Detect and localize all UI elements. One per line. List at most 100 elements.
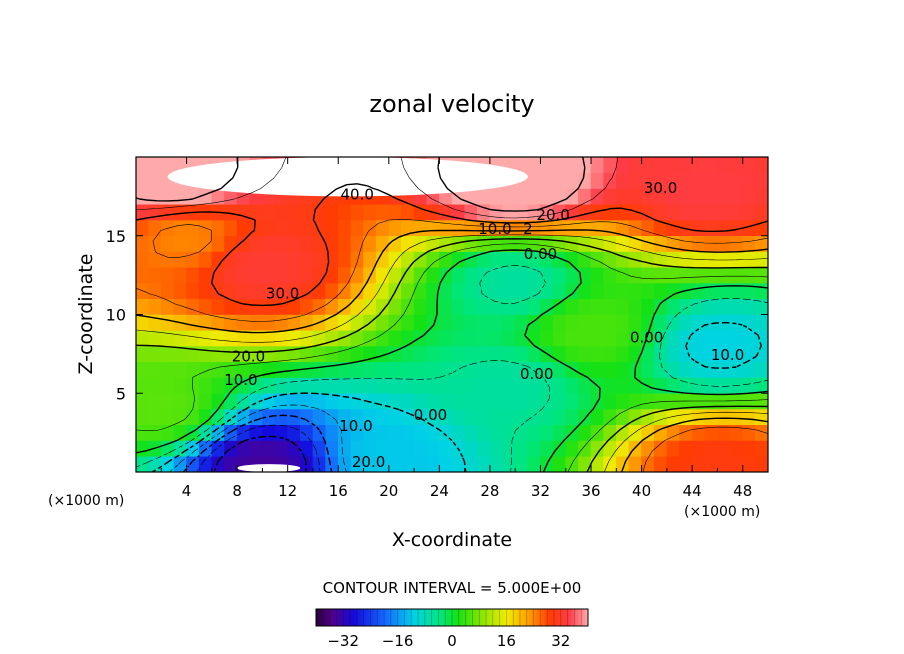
- field-cell: [691, 188, 706, 205]
- field-cell: [363, 361, 377, 378]
- field-cell: [211, 455, 225, 472]
- field-cell: [388, 345, 402, 363]
- field-cell: [198, 455, 213, 472]
- field-cell: [729, 203, 744, 221]
- field-cell: [388, 251, 402, 268]
- field-cell: [198, 392, 213, 410]
- field-cell: [565, 172, 579, 189]
- field-cell: [401, 282, 415, 300]
- field-cell: [641, 282, 655, 300]
- field-cell: [224, 251, 238, 268]
- field-cell: [755, 377, 768, 394]
- contour-line: [196, 424, 321, 472]
- field-cell: [514, 455, 529, 472]
- field-cell: [464, 266, 478, 284]
- field-cell: [489, 314, 503, 331]
- field-cell: [426, 266, 440, 284]
- field-cell: [186, 455, 200, 472]
- field-cell: [755, 157, 768, 174]
- field-cell: [426, 219, 440, 237]
- field-cell: [426, 392, 440, 410]
- field-cell: [236, 203, 251, 221]
- field-cell: [616, 172, 630, 189]
- field-cell: [755, 266, 768, 284]
- field-cell: [350, 282, 364, 300]
- field-cell: [300, 361, 314, 378]
- field-cell: [679, 235, 693, 252]
- field-cell: [755, 392, 768, 410]
- field-cell: [451, 203, 465, 221]
- field-cell: [300, 203, 314, 221]
- field-cell: [514, 266, 529, 284]
- field-cell: [616, 298, 630, 315]
- field-cell: [704, 251, 718, 268]
- field-cell: [262, 440, 276, 457]
- field-cell: [300, 282, 314, 300]
- field-cell: [413, 361, 428, 378]
- field-cell: [363, 440, 377, 457]
- field-cell: [148, 408, 162, 426]
- field-cell: [350, 424, 364, 441]
- field-cell: [578, 392, 592, 410]
- field-cell: [413, 314, 428, 331]
- contour-line: [136, 249, 768, 472]
- field-cell: [426, 361, 440, 378]
- field-cell: [337, 377, 352, 394]
- field-cell: [489, 345, 503, 363]
- field-cell: [464, 314, 478, 331]
- field-cell: [287, 203, 301, 221]
- field-cell: [552, 408, 567, 426]
- field-cell: [224, 392, 238, 410]
- field-cell: [603, 392, 617, 410]
- field-cell: [136, 361, 149, 378]
- field-cell: [401, 408, 415, 426]
- field-cell: [476, 361, 491, 378]
- field-cell: [742, 157, 756, 174]
- field-cell: [388, 440, 402, 457]
- x-axis-label: X-coordinate: [392, 529, 512, 551]
- field-cell: [628, 345, 642, 363]
- field-cell: [616, 329, 630, 347]
- contour-label: 10.0: [224, 371, 257, 389]
- contour-label: 0.00: [524, 245, 557, 263]
- field-cell: [401, 314, 415, 331]
- field-cell: [198, 440, 213, 457]
- field-cell: [439, 203, 453, 221]
- field-cell: [742, 361, 756, 378]
- field-cell: [476, 251, 491, 268]
- field-cell: [489, 392, 503, 410]
- field-cell: [173, 298, 187, 315]
- field-cell: [527, 157, 541, 174]
- contour-label: 10.0: [711, 346, 744, 364]
- field-cell: [300, 377, 314, 394]
- field-cell: [325, 282, 339, 300]
- contour-line: [213, 435, 307, 472]
- field-cell: [590, 361, 604, 378]
- field-cell: [300, 408, 314, 426]
- field-cell: [173, 329, 187, 347]
- field-cell: [578, 329, 592, 347]
- field-cell: [590, 408, 604, 426]
- field-cell: [742, 377, 756, 394]
- field-cell: [224, 314, 238, 331]
- field-cell: [439, 361, 453, 378]
- field-cell: [439, 219, 453, 237]
- field-cell: [211, 345, 225, 363]
- field-cell: [363, 424, 377, 441]
- field-cell: [755, 424, 768, 441]
- field-cell: [262, 219, 276, 237]
- field-cell: [325, 440, 339, 457]
- contour-label: 2: [523, 220, 533, 238]
- field-cell: [540, 424, 554, 441]
- field-cell: [274, 282, 288, 300]
- x-unit-label-right: (×1000 m): [684, 504, 760, 520]
- field-cell: [729, 172, 744, 189]
- field-cell: [729, 157, 744, 174]
- field-cell: [679, 314, 693, 331]
- field-cell: [679, 203, 693, 221]
- field-cell: [603, 455, 617, 472]
- field-cell: [603, 298, 617, 315]
- field-cell: [439, 282, 453, 300]
- field-cell: [552, 157, 567, 174]
- field-cell: [136, 219, 149, 237]
